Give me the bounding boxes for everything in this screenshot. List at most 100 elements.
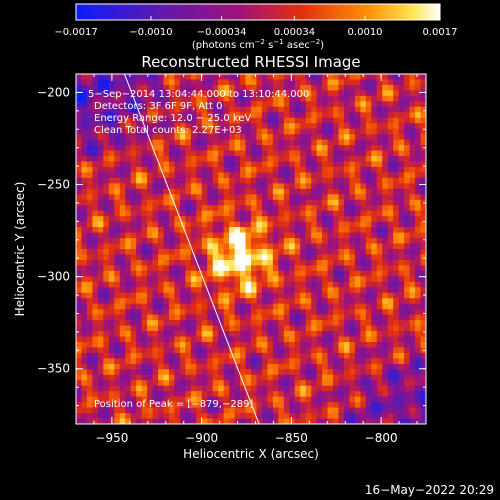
heatmap-cell bbox=[338, 336, 345, 343]
heatmap-cell bbox=[267, 238, 274, 245]
heatmap-cell bbox=[278, 112, 285, 119]
heatmap-cell bbox=[354, 320, 361, 327]
heatmap-cell bbox=[240, 265, 247, 272]
heatmap-cell bbox=[229, 374, 236, 381]
heatmap-cell bbox=[322, 341, 329, 349]
heatmap-cell bbox=[97, 380, 104, 387]
heatmap-cell bbox=[316, 123, 323, 130]
heatmap-cell bbox=[218, 188, 225, 195]
heatmap-cell bbox=[218, 336, 225, 343]
heatmap-cell bbox=[147, 402, 154, 409]
heatmap-cell bbox=[387, 249, 394, 256]
heatmap-cell bbox=[168, 79, 176, 86]
heatmap-cell bbox=[338, 314, 345, 321]
heatmap-cell bbox=[322, 227, 329, 234]
heatmap-cell bbox=[119, 265, 126, 272]
heatmap-cell bbox=[108, 407, 115, 414]
heatmap-cell bbox=[393, 238, 400, 245]
heatmap-cell bbox=[114, 161, 121, 168]
heatmap-cell bbox=[300, 314, 307, 321]
heatmap-cell bbox=[81, 150, 88, 157]
heatmap-cell bbox=[218, 314, 225, 321]
heatmap-cell bbox=[349, 106, 356, 113]
heatmap-cell bbox=[201, 298, 208, 305]
heatmap-cell bbox=[365, 95, 372, 102]
heatmap-cell bbox=[185, 292, 192, 299]
heatmap-cell bbox=[343, 281, 351, 288]
heatmap-cell bbox=[223, 265, 230, 272]
heatmap-cell bbox=[327, 314, 334, 321]
heatmap-cell bbox=[152, 156, 159, 163]
heatmap-cell bbox=[168, 117, 176, 124]
heatmap-cell bbox=[267, 270, 274, 277]
heatmap-cell bbox=[261, 276, 269, 283]
heatmap-cell bbox=[393, 74, 400, 81]
heatmap-cell bbox=[300, 325, 307, 332]
heatmap-cell bbox=[141, 347, 148, 354]
heatmap-cell bbox=[360, 172, 367, 179]
heatmap-cell bbox=[278, 396, 285, 403]
heatmap-cell bbox=[103, 227, 110, 234]
heatmap-cell bbox=[289, 243, 296, 250]
heatmap-cell bbox=[404, 309, 411, 316]
heatmap-cell bbox=[130, 249, 137, 256]
heatmap-cell bbox=[360, 259, 367, 267]
heatmap-cell bbox=[114, 183, 121, 190]
heatmap-cell bbox=[338, 128, 345, 135]
heatmap-cell bbox=[398, 243, 405, 250]
heatmap-cell bbox=[229, 385, 236, 392]
heatmap-cell bbox=[179, 254, 186, 261]
heatmap-cell bbox=[267, 194, 274, 201]
heatmap-cell bbox=[420, 188, 426, 195]
heatmap-cell bbox=[234, 90, 241, 97]
heatmap-cell bbox=[130, 396, 137, 403]
heatmap-cell bbox=[125, 418, 132, 424]
heatmap-cell bbox=[278, 363, 285, 370]
heatmap-cell bbox=[404, 139, 411, 146]
heatmap-cell bbox=[223, 292, 230, 299]
heatmap-cell bbox=[103, 188, 110, 195]
heatmap-cell bbox=[136, 188, 143, 195]
heatmap-cell bbox=[212, 418, 219, 424]
heatmap-cell bbox=[371, 374, 378, 381]
heatmap-cell bbox=[376, 309, 383, 316]
heatmap-cell bbox=[333, 210, 340, 217]
heatmap-cell bbox=[327, 281, 334, 288]
heatmap-cell bbox=[256, 320, 263, 327]
heatmap-cell bbox=[404, 270, 411, 277]
heatmap-cell bbox=[136, 123, 143, 130]
heatmap-cell bbox=[251, 396, 258, 403]
heatmap-cell bbox=[420, 249, 426, 256]
heatmap-cell bbox=[371, 336, 378, 343]
heatmap-cell bbox=[212, 123, 219, 130]
heatmap-cell bbox=[283, 418, 290, 424]
heatmap-cell bbox=[272, 402, 279, 409]
heatmap-cell bbox=[343, 309, 351, 316]
heatmap-cell bbox=[136, 369, 143, 376]
heatmap-cell bbox=[327, 145, 334, 152]
heatmap-cell bbox=[103, 374, 110, 381]
heatmap-cell bbox=[147, 139, 154, 146]
heatmap-cell bbox=[333, 150, 340, 157]
heatmap-cell bbox=[234, 145, 241, 152]
heatmap-cell bbox=[168, 309, 176, 316]
heatmap-cell bbox=[251, 347, 258, 354]
heatmap-cell bbox=[251, 177, 258, 184]
heatmap-cell bbox=[136, 391, 143, 398]
heatmap-cell bbox=[278, 254, 285, 261]
heatmap-cell bbox=[376, 210, 383, 217]
heatmap-cell bbox=[136, 325, 143, 332]
heatmap-cell bbox=[81, 325, 88, 332]
heatmap-cell bbox=[86, 265, 94, 272]
y-tick-label: −350 bbox=[37, 362, 70, 376]
heatmap-cell bbox=[360, 309, 367, 316]
heatmap-cell bbox=[158, 112, 165, 119]
heatmap-cell bbox=[333, 418, 340, 424]
heatmap-cell bbox=[382, 84, 389, 92]
heatmap-cell bbox=[398, 341, 405, 349]
heatmap-cell bbox=[371, 227, 378, 234]
heatmap-cell bbox=[163, 325, 170, 332]
heatmap-cell bbox=[278, 320, 285, 327]
heatmap-cell bbox=[158, 303, 165, 310]
heatmap-cell bbox=[267, 188, 274, 195]
